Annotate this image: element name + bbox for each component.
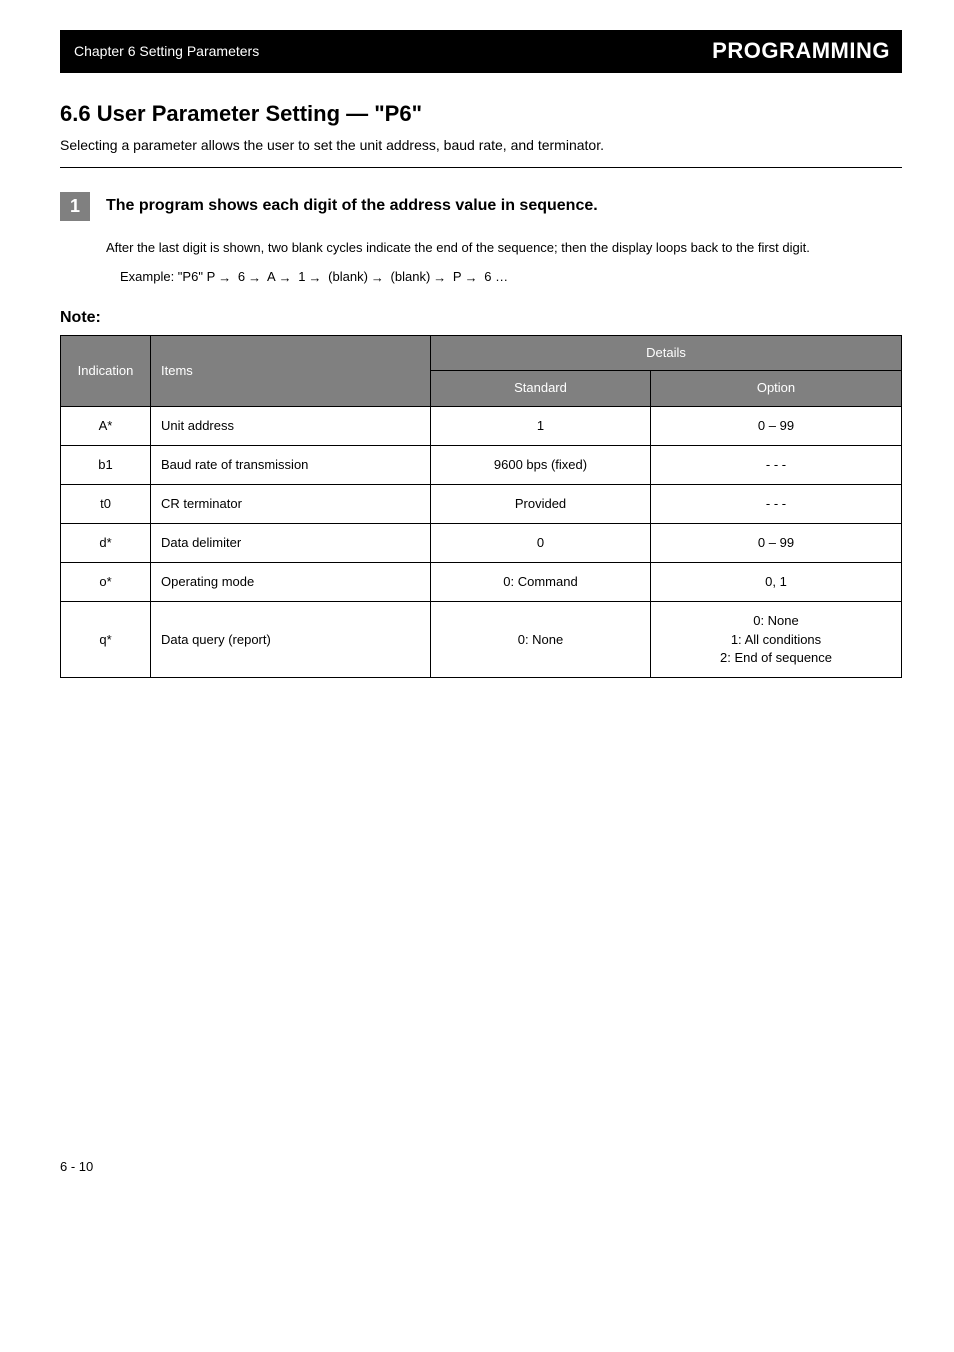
sequence: P→ 6→ A→ 1→ (blank)→ (blank)→ P→ 6 … xyxy=(207,269,509,284)
arrow-icon: → xyxy=(465,270,478,285)
table-row: o* Operating mode 0: Command 0, 1 xyxy=(61,563,902,602)
step-1-description: After the last digit is shown, two blank… xyxy=(106,239,902,257)
arrow-icon: → xyxy=(309,270,322,285)
table-row: q* Data query (report) 0: None 0: None 1… xyxy=(61,602,902,678)
subcol-option: Option xyxy=(651,371,902,406)
col-details: Details xyxy=(431,336,902,371)
arrow-icon: → xyxy=(248,270,261,285)
chapter-header-bar: Chapter 6 Setting Parameters PROGRAMMING xyxy=(60,30,902,73)
col-items: Items xyxy=(151,336,431,406)
table-row: t0 CR terminator Provided - - - xyxy=(61,484,902,523)
arrow-icon: → xyxy=(371,270,384,285)
step-number-badge: 1 xyxy=(60,192,90,221)
table-row: d* Data delimiter 0 0 – 99 xyxy=(61,524,902,563)
note-heading: Note: xyxy=(60,307,902,329)
parameter-table: Indication Items Details Standard Option… xyxy=(60,335,902,678)
col-indication: Indication xyxy=(61,336,151,406)
chapter-label: Chapter 6 Setting Parameters xyxy=(74,42,259,62)
subcol-standard: Standard xyxy=(431,371,651,406)
arrow-icon: → xyxy=(218,270,231,285)
arrow-icon: → xyxy=(279,270,292,285)
page-number: 6 - 10 xyxy=(60,1158,902,1176)
arrow-icon: → xyxy=(433,270,446,285)
ellipsis: … xyxy=(495,269,508,284)
section-title: 6.6 User Parameter Setting — "P6" xyxy=(60,99,902,130)
section-name-label: PROGRAMMING xyxy=(712,36,890,67)
table-row: b1 Baud rate of transmission 9600 bps (f… xyxy=(61,445,902,484)
table-header-row: Indication Items Details xyxy=(61,336,902,371)
example-sequence: Example: "P6" P→ 6→ A→ 1→ (blank)→ (blan… xyxy=(120,268,902,287)
table-row: A* Unit address 1 0 – 99 xyxy=(61,406,902,445)
step-1-row: 1 The program shows each digit of the ad… xyxy=(60,192,902,221)
example-label: Example: "P6" xyxy=(120,269,203,284)
section-subtitle: Selecting a parameter allows the user to… xyxy=(60,136,902,156)
step-1-text: The program shows each digit of the addr… xyxy=(106,192,598,217)
horizontal-rule xyxy=(60,167,902,168)
